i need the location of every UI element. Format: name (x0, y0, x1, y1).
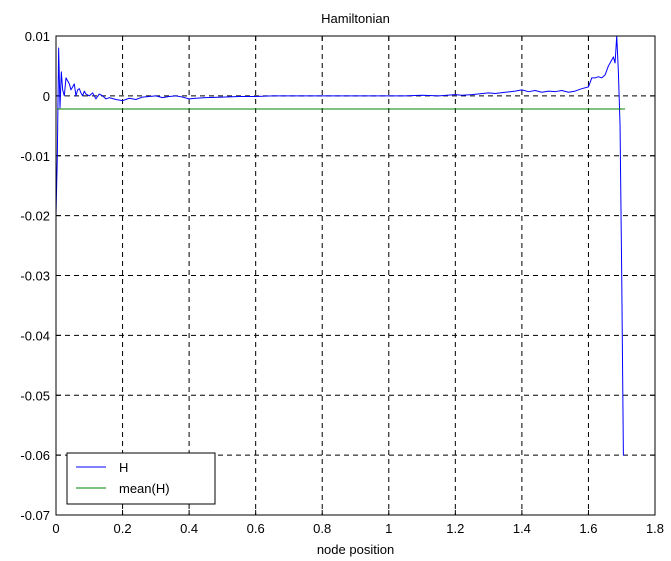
x-axis-label: node position (317, 542, 394, 557)
x-tick-label: 0 (52, 521, 59, 536)
x-tick-label: 1.4 (513, 521, 531, 536)
y-tick-label: -0.07 (20, 508, 50, 523)
x-tick-label: 0.8 (313, 521, 331, 536)
y-tick-label: -0.03 (20, 269, 50, 284)
x-tick-label: 0.2 (114, 521, 132, 536)
x-tick-label: 1 (385, 521, 392, 536)
y-tick-label: -0.02 (20, 209, 50, 224)
legend-label-h: H (119, 460, 128, 475)
legend-box (66, 452, 216, 505)
y-tick-label: -0.06 (20, 448, 50, 463)
y-tick-label: -0.01 (20, 149, 50, 164)
x-tick-label: 1.2 (446, 521, 464, 536)
chart-title: Hamiltonian (321, 11, 390, 26)
grid (56, 36, 655, 515)
x-tick-label: 1.6 (579, 521, 597, 536)
series-line-h (55, 35, 625, 456)
plot-area-frame (55, 35, 656, 516)
axis-ticks: 0 0.2 0.4 0.6 0.8 1 1.2 1.4 1.6 1.8 0.01 0 -0.01 -0.0… (20, 29, 664, 536)
x-tick-label: 0.6 (247, 521, 265, 536)
x-tick-label: 0.4 (180, 521, 198, 536)
y-tick-label: -0.05 (20, 388, 50, 403)
legend: H mean(H) (66, 452, 216, 505)
y-tick-label: 0.01 (25, 29, 50, 44)
y-tick-label: -0.04 (20, 328, 50, 343)
legend-label-mean-h: mean(H) (119, 481, 170, 496)
x-tick-label: 1.8 (646, 521, 664, 536)
y-tick-label: 0 (43, 89, 50, 104)
series-group (55, 35, 626, 456)
